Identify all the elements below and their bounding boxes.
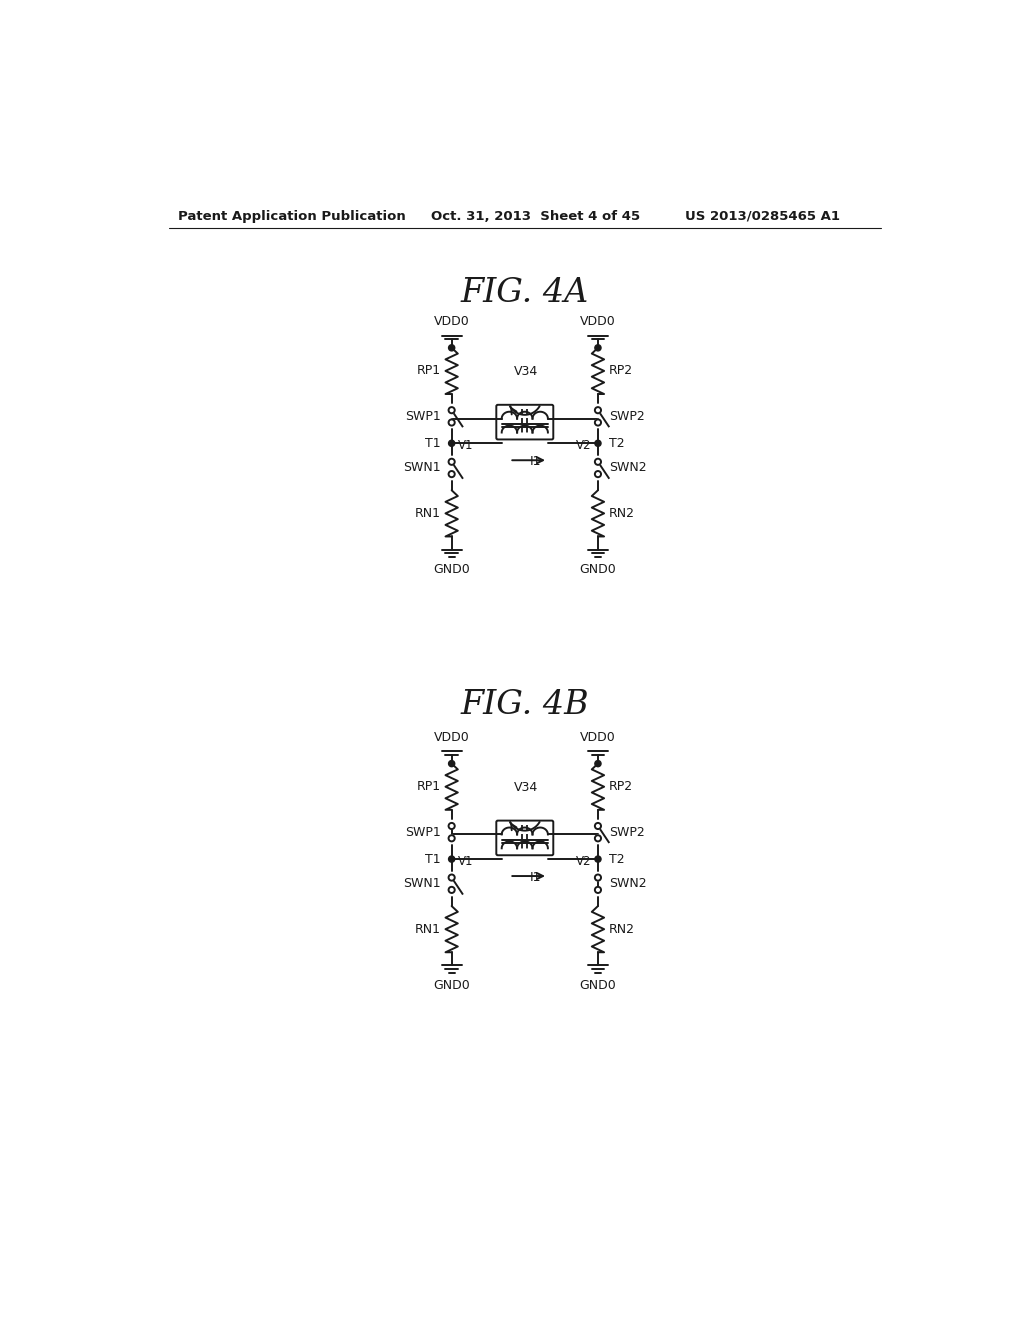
Circle shape — [595, 760, 601, 767]
Circle shape — [449, 345, 455, 351]
Text: T2: T2 — [608, 437, 625, 450]
Circle shape — [595, 420, 601, 425]
Text: SWN2: SWN2 — [608, 878, 646, 890]
Circle shape — [595, 441, 601, 446]
Text: RN2: RN2 — [608, 923, 635, 936]
Circle shape — [449, 887, 455, 892]
Text: T2: T2 — [608, 853, 625, 866]
Circle shape — [449, 459, 455, 465]
Text: SWN1: SWN1 — [403, 878, 441, 890]
Circle shape — [449, 441, 455, 446]
Text: T1: T1 — [425, 853, 441, 866]
Text: US 2013/0285465 A1: US 2013/0285465 A1 — [685, 210, 840, 223]
Text: GND0: GND0 — [433, 564, 470, 577]
Text: VDD0: VDD0 — [580, 730, 615, 743]
Circle shape — [595, 407, 601, 413]
Circle shape — [595, 822, 601, 829]
Text: T1: T1 — [425, 437, 441, 450]
Text: V34: V34 — [514, 364, 539, 378]
Text: RP2: RP2 — [608, 780, 633, 793]
Text: RN1: RN1 — [415, 507, 441, 520]
Circle shape — [449, 471, 455, 478]
Text: RN2: RN2 — [608, 507, 635, 520]
Circle shape — [449, 857, 455, 862]
Text: FIG. 4B: FIG. 4B — [461, 689, 589, 721]
Text: GND0: GND0 — [580, 564, 616, 577]
Text: SWN2: SWN2 — [608, 462, 646, 474]
Text: V2: V2 — [577, 855, 592, 869]
Text: SWP2: SWP2 — [608, 825, 644, 838]
Text: RN1: RN1 — [415, 923, 441, 936]
Circle shape — [595, 836, 601, 841]
Text: RP1: RP1 — [417, 364, 441, 378]
Text: VDD0: VDD0 — [580, 314, 615, 327]
Circle shape — [595, 887, 601, 892]
Text: Oct. 31, 2013  Sheet 4 of 45: Oct. 31, 2013 Sheet 4 of 45 — [431, 210, 640, 223]
Circle shape — [595, 459, 601, 465]
Circle shape — [449, 875, 455, 880]
Text: I1: I1 — [529, 455, 542, 469]
Circle shape — [449, 836, 455, 841]
Circle shape — [595, 875, 601, 880]
Text: SWP2: SWP2 — [608, 409, 644, 422]
Text: SWP1: SWP1 — [406, 409, 441, 422]
Circle shape — [449, 407, 455, 413]
Circle shape — [595, 857, 601, 862]
Text: V1: V1 — [458, 855, 473, 869]
Text: SWN1: SWN1 — [403, 462, 441, 474]
Text: VDD0: VDD0 — [434, 730, 470, 743]
Circle shape — [595, 471, 601, 478]
Circle shape — [449, 760, 455, 767]
Text: V1: V1 — [458, 440, 473, 453]
Text: RP1: RP1 — [417, 780, 441, 793]
Circle shape — [595, 345, 601, 351]
Text: V2: V2 — [577, 440, 592, 453]
Text: GND0: GND0 — [433, 979, 470, 993]
Text: VDD0: VDD0 — [434, 314, 470, 327]
Text: GND0: GND0 — [580, 979, 616, 993]
Text: V34: V34 — [514, 780, 539, 793]
Text: RP2: RP2 — [608, 364, 633, 378]
Text: SWP1: SWP1 — [406, 825, 441, 838]
Text: I1: I1 — [529, 871, 542, 884]
Circle shape — [449, 822, 455, 829]
Text: Patent Application Publication: Patent Application Publication — [178, 210, 407, 223]
Text: FIG. 4A: FIG. 4A — [461, 277, 589, 309]
Circle shape — [449, 420, 455, 425]
